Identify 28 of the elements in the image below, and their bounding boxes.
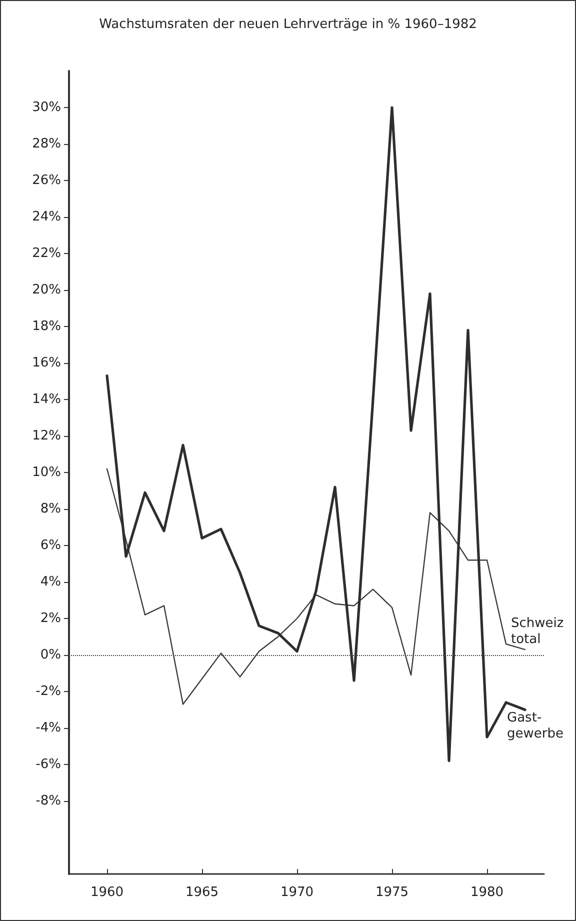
y-tick-label: 30% [32, 100, 61, 115]
x-tick-label: 1975 [375, 885, 409, 900]
y-tick-label: -4% [36, 720, 61, 736]
y-tick-label: 12% [32, 428, 61, 444]
series-label: Schweiz total [511, 616, 564, 648]
y-tick-label: 24% [32, 210, 61, 224]
y-tick-label: 8% [40, 502, 61, 516]
y-tick-label: 16% [32, 356, 61, 370]
y-tick-label: 6% [40, 538, 61, 553]
series-label: Gast- gewerbe [507, 710, 564, 742]
x-tick-label: 1980 [470, 885, 504, 900]
y-tick-label: 22% [32, 246, 61, 261]
y-tick-label: -2% [36, 684, 61, 699]
y-tick-label: 14% [32, 392, 61, 407]
x-tick-label: 1970 [280, 885, 314, 900]
y-tick-label: 18% [32, 319, 61, 334]
y-tick-label: -8% [36, 794, 61, 808]
y-tick-label: 10% [32, 465, 61, 480]
y-tick-label: 2% [40, 611, 61, 626]
y-tick-label: 0% [40, 648, 61, 662]
x-tick-label: 1960 [90, 885, 124, 900]
x-tick-label: 1965 [185, 885, 219, 900]
chart-title: Wachstumsraten der neuen Lehrverträge in % 1960–1982 [99, 17, 477, 32]
y-tick-label: 20% [32, 282, 61, 298]
y-tick-label: 4% [40, 574, 61, 590]
y-tick-label: 26% [32, 173, 61, 188]
y-tick-label: 28% [32, 136, 61, 152]
y-tick-label: -6% [36, 757, 61, 772]
